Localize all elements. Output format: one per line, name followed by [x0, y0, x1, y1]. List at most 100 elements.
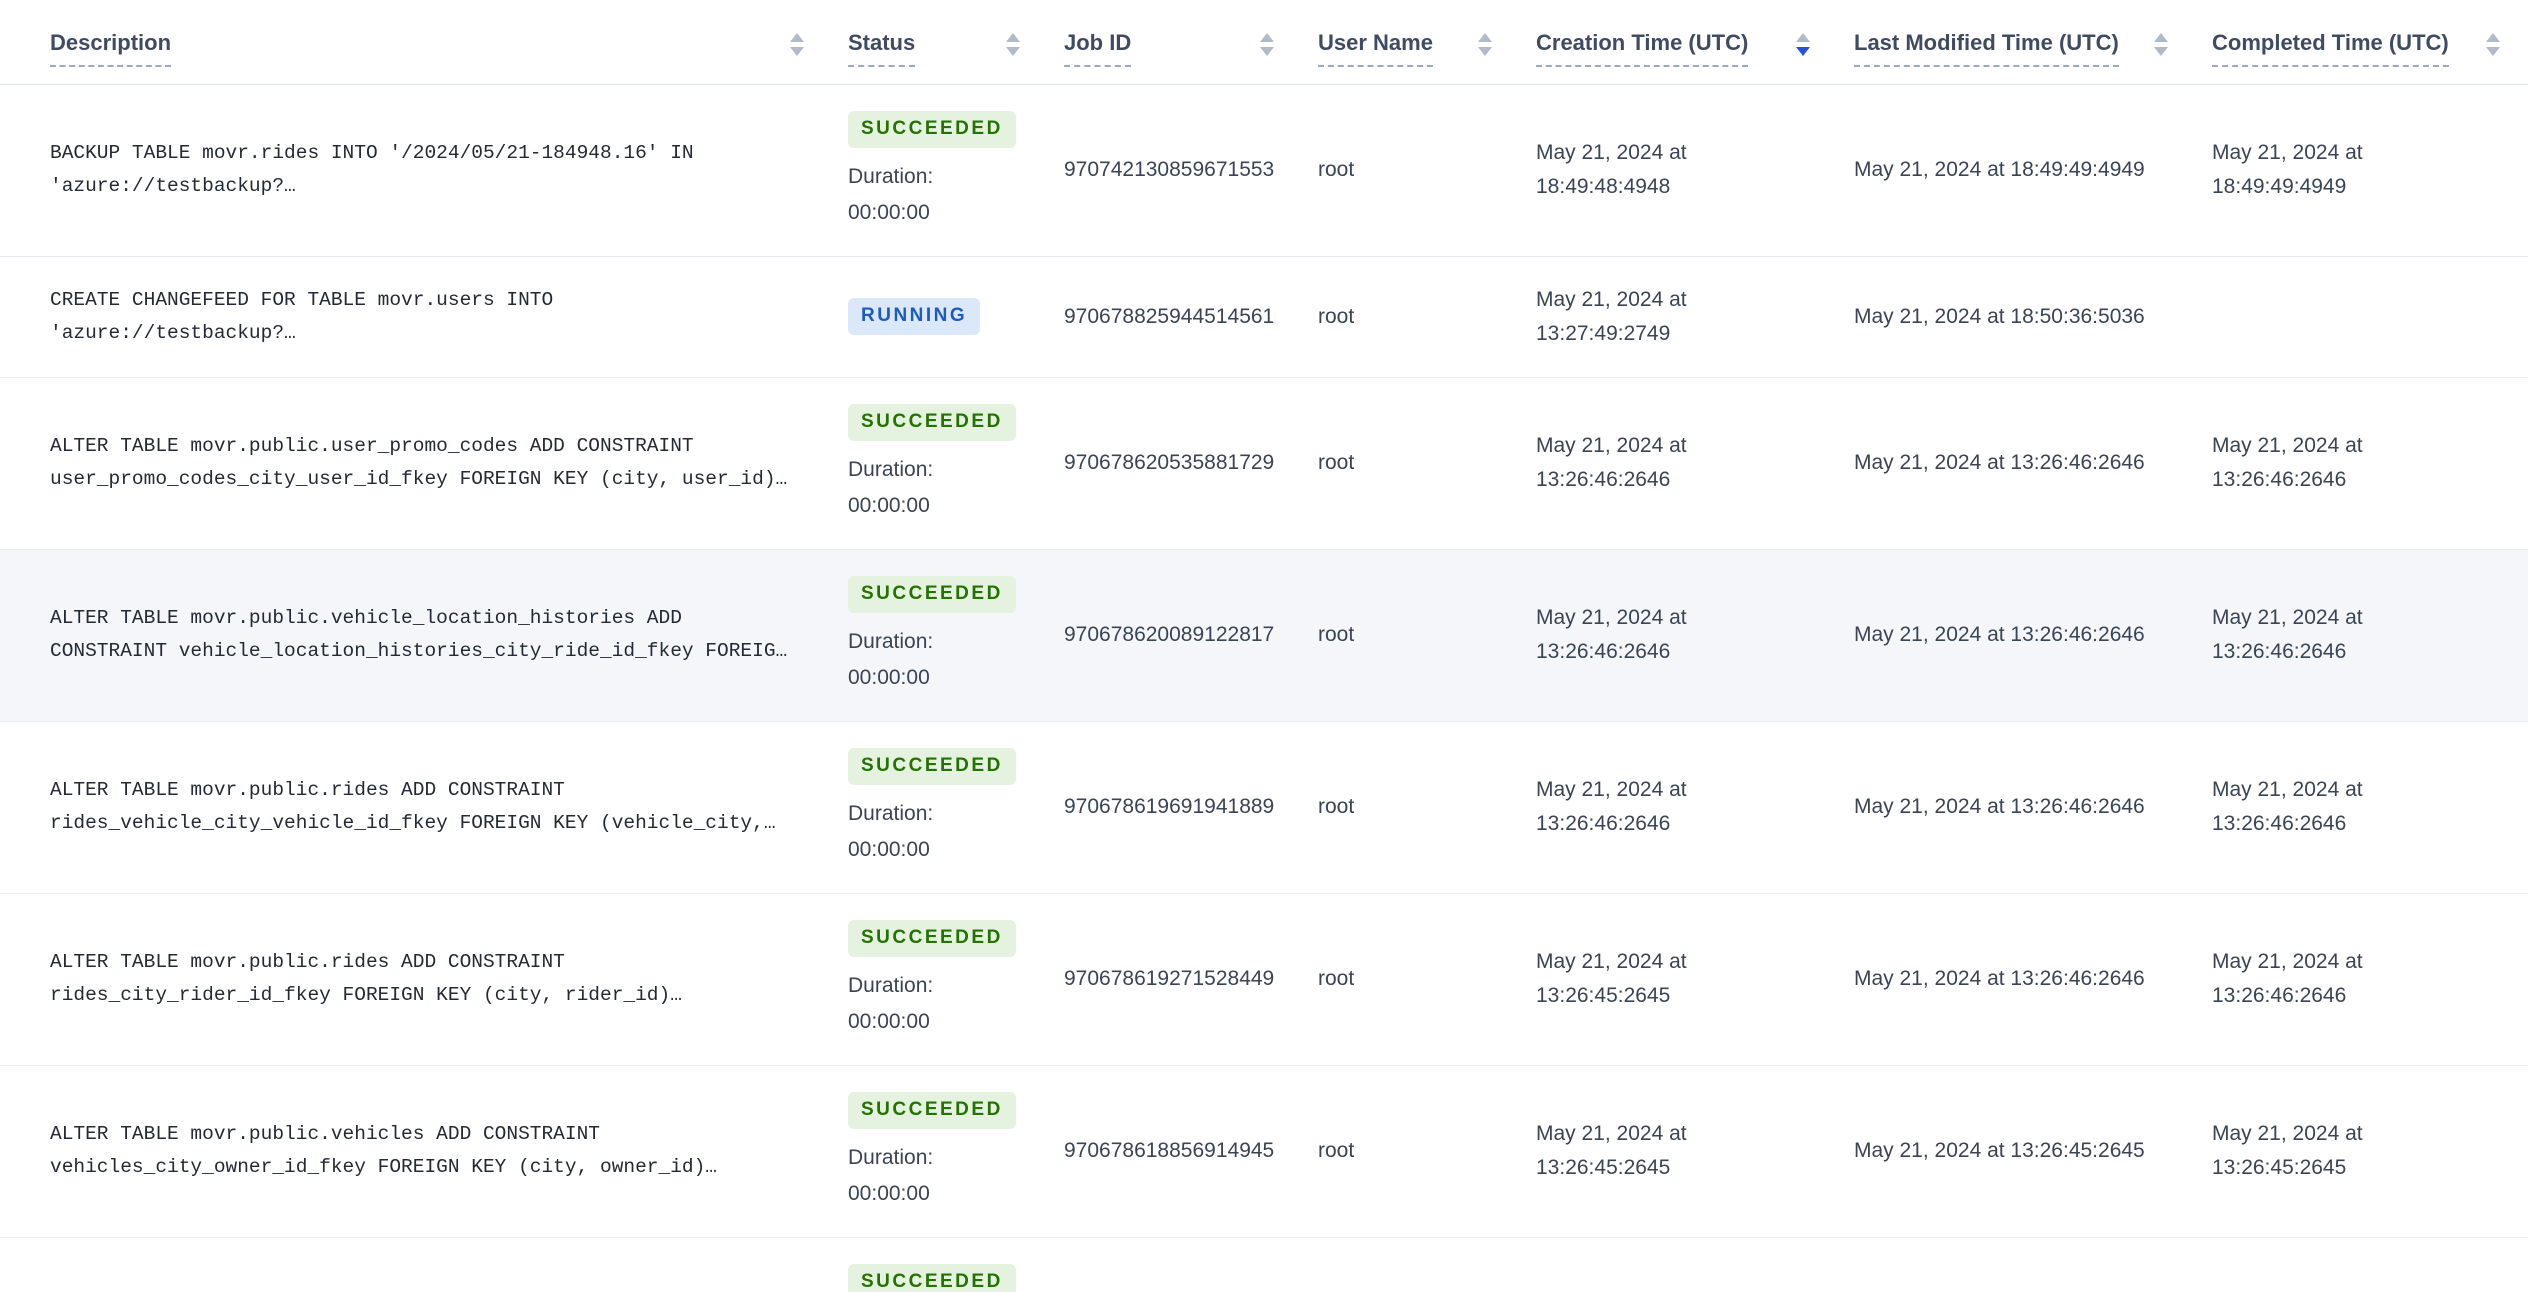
table-row[interactable]: BACKUP TABLE movr.rides INTO '/2024/05/2… [0, 84, 2528, 256]
completed-time: May 21, 2024 at 13:26:46:2646 [2212, 434, 2363, 491]
job-description: ALTER TABLE movr.public.user_promo_codes… [50, 435, 788, 490]
user-name: root [1318, 967, 1355, 990]
status-cell: SUCCEEDED Duration: 00:00:00 [832, 893, 1048, 1065]
description-cell[interactable]: ALTER TABLE movr.public.vehicles ADD CON… [0, 1065, 832, 1237]
column-header-description[interactable]: Description [0, 0, 832, 85]
user-name: root [1318, 304, 1355, 328]
job-description: ALTER TABLE movr.public.vehicles ADD CON… [50, 1123, 718, 1178]
job-description: ALTER TABLE movr.public.rides ADD CONSTR… [50, 951, 682, 1006]
table-row[interactable]: ALTER TABLE movr.public.vehicle_location… [0, 549, 2528, 721]
sort-icons[interactable] [1796, 33, 1810, 57]
sort-desc-icon [1796, 47, 1810, 57]
last-modified-time-cell: May 21, 2024 at 13:26:46:2646 [1838, 721, 2196, 893]
sort-asc-icon [790, 33, 804, 43]
table-row[interactable]: ALTER TABLE movr.public.rides ADD CONSTR… [0, 721, 2528, 893]
table-row[interactable]: ALTER TABLE movr.public.user_promo_codes… [0, 377, 2528, 549]
status-badge: SUCCEEDED [848, 575, 1016, 613]
job-description: ALTER TABLE movr.public.vehicle_location… [50, 607, 788, 662]
description-cell[interactable]: IMPORT INTO movr.public.rides CSV DATA (… [0, 1237, 832, 1292]
duration-value: 00:00:00 [848, 1009, 930, 1033]
user-name: root [1318, 795, 1355, 818]
sort-desc-icon [1006, 47, 1020, 57]
user-name-cell: root [1302, 377, 1520, 549]
completed-time-cell: May 21, 2024 at 13:26:46:2646 [2196, 549, 2528, 721]
sort-icons[interactable] [790, 33, 804, 57]
sort-asc-icon [1478, 33, 1492, 43]
duration-value: 00:00:00 [848, 200, 930, 224]
completed-time: May 21, 2024 at 13:26:46:2646 [2212, 606, 2363, 663]
user-name: root [1318, 158, 1355, 181]
user-name-cell: root [1302, 721, 1520, 893]
column-label: Completed Time (UTC) [2212, 30, 2449, 68]
user-name: root [1318, 1139, 1355, 1162]
job-id: 970678825944514561 [1064, 304, 1275, 328]
column-header-creation_time[interactable]: Creation Time (UTC) [1520, 0, 1838, 85]
creation-time: May 21, 2024 at 18:49:48:4948 [1536, 141, 1687, 198]
last-modified-time-cell: May 21, 2024 at 18:49:49:4949 [1838, 84, 2196, 256]
column-label: Job ID [1064, 30, 1132, 68]
completed-time-cell: May 21, 2024 at 13:26:46:2646 [2196, 893, 2528, 1065]
column-header-user_name[interactable]: User Name [1302, 0, 1520, 85]
job-id-cell: 970678825944514561 [1048, 256, 1302, 377]
last-modified-time-cell: May 21, 2024 at 13:26:46:2646 [1838, 377, 2196, 549]
completed-time: May 21, 2024 at 13:26:46:2646 [2212, 778, 2363, 835]
status-badge: SUCCEEDED [848, 1263, 1016, 1292]
column-header-status[interactable]: Status [832, 0, 1048, 85]
status-badge: SUCCEEDED [848, 919, 1016, 957]
jobs-table-body: BACKUP TABLE movr.rides INTO '/2024/05/2… [0, 84, 2528, 1292]
job-id: 970678620089122817 [1064, 623, 1275, 646]
description-cell[interactable]: ALTER TABLE movr.public.vehicle_location… [0, 549, 832, 721]
sort-icons[interactable] [1260, 33, 1274, 57]
description-cell[interactable]: CREATE CHANGEFEED FOR TABLE movr.users I… [0, 256, 832, 377]
job-id: 970678619691941889 [1064, 795, 1275, 818]
job-id-cell: 970678612838252545 [1048, 1237, 1302, 1292]
user-name: root [1318, 451, 1355, 474]
table-row[interactable]: CREATE CHANGEFEED FOR TABLE movr.users I… [0, 256, 2528, 377]
creation-time: May 21, 2024 at 13:27:49:2749 [1536, 287, 1687, 345]
creation-time-cell: May 21, 2024 at 13:26:45:2645 [1520, 1065, 1838, 1237]
job-description: CREATE CHANGEFEED FOR TABLE movr.users I… [50, 288, 554, 344]
header-row: Description Status Job ID User Name Creation… [0, 0, 2528, 85]
sort-asc-icon [2154, 33, 2168, 43]
table-row[interactable]: IMPORT INTO movr.public.rides CSV DATA (… [0, 1237, 2528, 1292]
description-cell[interactable]: BACKUP TABLE movr.rides INTO '/2024/05/2… [0, 84, 832, 256]
creation-time: May 21, 2024 at 13:26:45:2645 [1536, 950, 1687, 1007]
creation-time: May 21, 2024 at 13:26:45:2645 [1536, 1122, 1687, 1179]
status-badge: SUCCEEDED [848, 403, 1016, 441]
table-row[interactable]: ALTER TABLE movr.public.rides ADD CONSTR… [0, 893, 2528, 1065]
sort-asc-icon [1260, 33, 1274, 43]
duration-value: 00:00:00 [848, 1181, 930, 1205]
user-name-cell: root [1302, 1237, 1520, 1292]
column-header-last_modified_time[interactable]: Last Modified Time (UTC) [1838, 0, 2196, 85]
description-cell[interactable]: ALTER TABLE movr.public.rides ADD CONSTR… [0, 893, 832, 1065]
sort-icons[interactable] [2486, 33, 2500, 57]
column-header-job_id[interactable]: Job ID [1048, 0, 1302, 85]
user-name: root [1318, 623, 1355, 646]
user-name-cell: root [1302, 1065, 1520, 1237]
description-cell[interactable]: ALTER TABLE movr.public.rides ADD CONSTR… [0, 721, 832, 893]
sort-asc-icon [1796, 33, 1810, 43]
column-header-completed_time[interactable]: Completed Time (UTC) [2196, 0, 2528, 85]
sort-icons[interactable] [1478, 33, 1492, 57]
completed-time: May 21, 2024 at 13:26:46:2646 [2212, 950, 2363, 1007]
creation-time-cell: May 21, 2024 at 13:26:45:2645 [1520, 893, 1838, 1065]
duration-label: Duration: [848, 973, 934, 997]
completed-time-cell: May 21, 2024 at 13:26:46:2646 [2196, 721, 2528, 893]
last-modified-time-cell: May 21, 2024 at 13:26:46:2646 [1838, 549, 2196, 721]
description-cell[interactable]: ALTER TABLE movr.public.user_promo_codes… [0, 377, 832, 549]
last-modified-time: May 21, 2024 at 13:26:46:2646 [1854, 451, 2145, 474]
sort-icons[interactable] [2154, 33, 2168, 57]
status-cell: RUNNING [832, 256, 1048, 377]
table-row[interactable]: ALTER TABLE movr.public.vehicles ADD CON… [0, 1065, 2528, 1237]
job-id-cell: 970678620089122817 [1048, 549, 1302, 721]
last-modified-time: May 21, 2024 at 13:26:46:2646 [1854, 795, 2145, 818]
status-badge: SUCCEEDED [848, 1091, 1016, 1129]
sort-desc-icon [2154, 47, 2168, 57]
sort-icons[interactable] [1006, 33, 1020, 57]
